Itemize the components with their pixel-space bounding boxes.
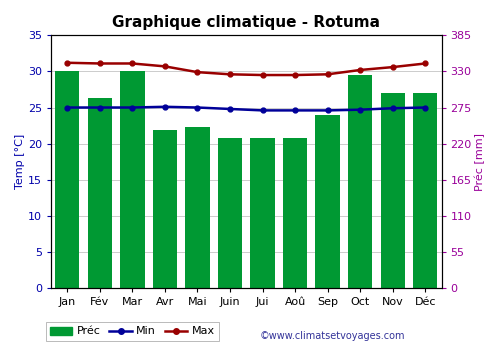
- Bar: [413, 93, 438, 288]
- Y-axis label: Temp [°C]: Temp [°C]: [15, 134, 25, 189]
- Bar: [283, 138, 308, 288]
- Bar: [185, 127, 210, 288]
- Text: ©www.climatsetvoyages.com: ©www.climatsetvoyages.com: [260, 331, 406, 341]
- Bar: [88, 98, 112, 288]
- Y-axis label: Préc [mm]: Préc [mm]: [474, 133, 485, 191]
- Bar: [120, 71, 144, 288]
- Bar: [348, 75, 372, 288]
- Title: Graphique climatique - Rotuma: Graphique climatique - Rotuma: [112, 15, 380, 30]
- Legend: Préc, Min, Max: Préc, Min, Max: [46, 322, 219, 341]
- Bar: [152, 131, 177, 288]
- Bar: [316, 116, 340, 288]
- Bar: [250, 138, 274, 288]
- Bar: [55, 71, 80, 288]
- Bar: [380, 93, 405, 288]
- Bar: [218, 138, 242, 288]
